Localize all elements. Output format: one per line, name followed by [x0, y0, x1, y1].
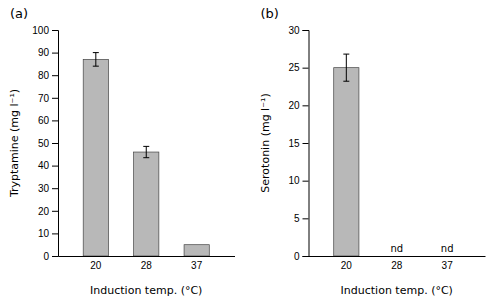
x-axis-title: Induction temp. (°C): [90, 284, 202, 297]
tick: 28: [391, 260, 403, 271]
bar: [134, 152, 159, 256]
plot-area: [334, 54, 359, 256]
tick-mark: [52, 211, 58, 212]
bar: [384, 256, 409, 257]
annotation: nd: [390, 243, 403, 254]
tick-mark: [52, 256, 58, 257]
tick-label: 70: [38, 93, 50, 104]
bar: [184, 245, 209, 256]
tick: 10: [288, 175, 308, 186]
axis-line: [59, 256, 236, 257]
tick-label: 90: [38, 47, 50, 58]
error-bar: [343, 54, 349, 81]
tick-label: 0: [294, 251, 300, 262]
tick: 30: [38, 183, 58, 194]
y-axis-title: Tryptamine (mg l⁻¹): [8, 89, 21, 198]
tick-mark: [52, 120, 58, 121]
tick-mark: [52, 53, 58, 54]
tick-label: 10: [38, 228, 50, 239]
tick-mark: [303, 68, 309, 69]
tick: 20: [38, 206, 58, 217]
bar: [83, 59, 108, 256]
tick-mark: [52, 188, 58, 189]
tick-label: 60: [38, 115, 50, 126]
tick: 90: [38, 47, 58, 58]
tick-label: 80: [38, 70, 50, 81]
tick-label: 40: [38, 160, 50, 171]
axis-line: [52, 31, 59, 257]
panel-title: (b): [261, 6, 279, 21]
tick-label: 20: [38, 206, 50, 217]
tick-label: 10: [288, 175, 300, 186]
plot-area: [83, 53, 209, 256]
tick: 37: [191, 260, 203, 271]
tick: 20: [341, 260, 353, 271]
x-axis: 20 28 37: [309, 257, 486, 272]
tick-label: 50: [38, 138, 50, 149]
annotation: nd: [441, 243, 454, 254]
tick: 0: [43, 251, 58, 262]
y-axis-title: Serotonin (mg l⁻¹): [259, 93, 272, 192]
tick-label: 5: [294, 213, 300, 224]
tick-label: 0: [43, 251, 49, 262]
tick-label: 25: [288, 62, 300, 73]
axis-line: [309, 256, 486, 257]
tick-label: 20: [288, 100, 300, 111]
tick: 28: [141, 260, 153, 271]
panel-title: (a): [10, 6, 28, 21]
tick: 30: [288, 25, 308, 36]
tick-mark: [303, 181, 309, 182]
panel: 0 10 20 30 40 50 60 70 80 90 100 20 28 37 Tryptamine (…: [8, 6, 235, 297]
tick-label: 37: [191, 260, 203, 271]
tick: 10: [38, 228, 58, 239]
tick-mark: [52, 233, 58, 234]
tick-mark: [52, 30, 58, 31]
tick-label: 37: [442, 260, 454, 271]
tick: 5: [294, 213, 309, 224]
axis-line: [303, 31, 310, 257]
tick-mark: [303, 30, 309, 31]
x-axis: 20 28 37: [59, 257, 236, 272]
tick: 15: [288, 138, 308, 149]
tick-mark: [52, 143, 58, 144]
tick: 20: [90, 260, 102, 271]
tick: 25: [288, 62, 308, 73]
tick-mark: [303, 218, 309, 219]
tick-label: 15: [288, 138, 300, 149]
tick-mark: [52, 98, 58, 99]
tick-mark: [303, 256, 309, 257]
bar: [435, 256, 460, 257]
error-bar: [143, 146, 149, 157]
chart: 0102030405060708090100202837Tryptamine (…: [0, 0, 501, 306]
y-axis: 0 10 20 30 40 50 60 70 80 90 100: [32, 25, 58, 262]
tick: 50: [38, 138, 58, 149]
tick: 80: [38, 70, 58, 81]
tick: 20: [288, 100, 308, 111]
tick: 70: [38, 93, 58, 104]
tick-label: 20: [341, 260, 353, 271]
y-axis: 0 5 10 15 20 25 30: [288, 25, 309, 262]
panel: 0 5 10 15 20 25 30 20 28 37 nd nd Serotonin (mg l⁻¹)…: [259, 6, 486, 297]
tick: 100: [32, 25, 58, 36]
tick-label: 30: [288, 25, 300, 36]
bar: [334, 68, 359, 256]
tick-label: 100: [32, 25, 49, 36]
tick-mark: [303, 105, 309, 106]
tick: 0: [294, 251, 309, 262]
tick-label: 30: [38, 183, 50, 194]
x-axis-title: Induction temp. (°C): [341, 284, 453, 297]
tick-label: 20: [90, 260, 102, 271]
tick-mark: [303, 143, 309, 144]
tick-label: 28: [141, 260, 153, 271]
tick: 37: [442, 260, 454, 271]
tick-mark: [52, 75, 58, 76]
tick-label: 28: [391, 260, 403, 271]
error-bar: [93, 53, 99, 67]
tick: 40: [38, 160, 58, 171]
tick-mark: [52, 166, 58, 167]
tick: 60: [38, 115, 58, 126]
